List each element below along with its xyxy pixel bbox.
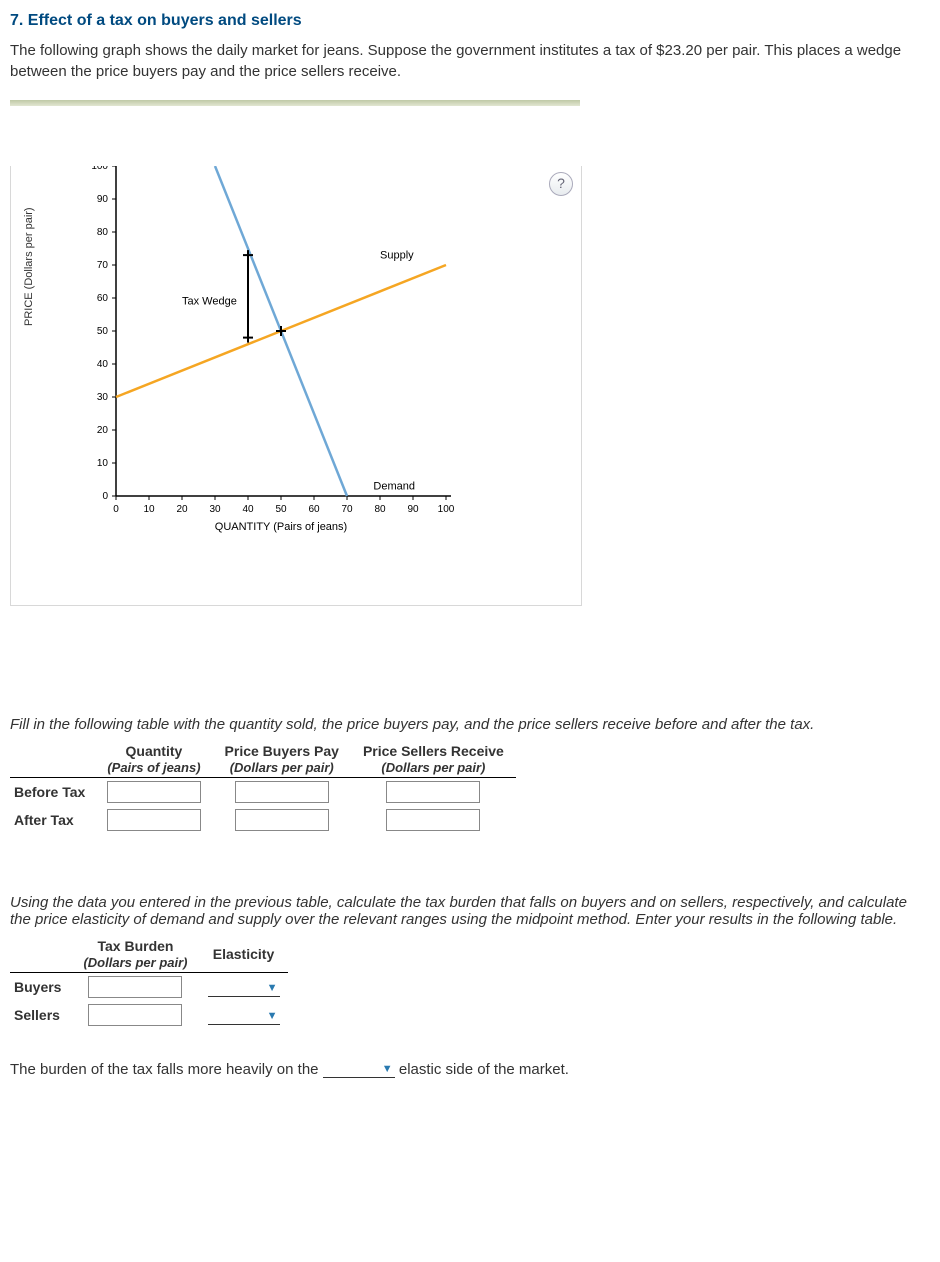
table1-instructions: Fill in the following table with the qua…: [10, 716, 930, 733]
svg-text:50: 50: [275, 504, 287, 515]
svg-text:0: 0: [113, 504, 119, 515]
svg-text:QUANTITY (Pairs of jeans): QUANTITY (Pairs of jeans): [215, 521, 347, 533]
svg-text:100: 100: [438, 504, 455, 515]
input-0-1[interactable]: [235, 781, 329, 803]
input-1-1[interactable]: [235, 809, 329, 831]
chart-area: PRICE (Dollars per pair) 010203040506070…: [61, 166, 461, 565]
chevron-down-icon: ▼: [382, 1063, 393, 1075]
final-text-b: elastic side of the market.: [399, 1061, 569, 1078]
svg-text:50: 50: [97, 326, 109, 337]
chevron-down-icon: ▼: [267, 982, 278, 994]
svg-text:40: 40: [242, 504, 254, 515]
svg-text:0: 0: [102, 491, 108, 502]
y-axis-label: PRICE (Dollars per pair): [23, 207, 35, 326]
table-before-after: Quantity(Pairs of jeans)Price Buyers Pay…: [10, 741, 516, 834]
panel-divider: [10, 100, 580, 106]
svg-text:80: 80: [374, 504, 386, 515]
intro-text: The following graph shows the daily mark…: [10, 40, 930, 82]
input-0-0[interactable]: [107, 781, 201, 803]
svg-text:Supply: Supply: [380, 249, 414, 261]
chevron-down-icon: ▼: [267, 1010, 278, 1022]
svg-text:100: 100: [91, 166, 108, 172]
chart-panel: ? PRICE (Dollars per pair) 0 10 20 30 40 50 60…: [10, 166, 582, 606]
svg-text:90: 90: [407, 504, 419, 515]
svg-text:70: 70: [97, 260, 109, 271]
svg-text:20: 20: [176, 504, 188, 515]
input-1-2[interactable]: [386, 809, 480, 831]
help-icon[interactable]: ?: [549, 172, 573, 196]
svg-text:Tax Wedge: Tax Wedge: [182, 296, 237, 308]
svg-text:30: 30: [209, 504, 221, 515]
chart-svg: 0 10 20 30 40 50 60 70 80 90 100 0 10 20 30 40 50 60 70 80 9…: [61, 166, 461, 561]
final-text-a: The burden of the tax falls more heavily…: [10, 1061, 323, 1078]
svg-text:30: 30: [97, 392, 109, 403]
svg-text:Demand: Demand: [373, 480, 415, 492]
input-1-0[interactable]: [107, 809, 201, 831]
final-sentence: The burden of the tax falls more heavily…: [10, 1059, 930, 1078]
svg-text:20: 20: [97, 425, 109, 436]
svg-text:60: 60: [308, 504, 320, 515]
burden-input-1[interactable]: [88, 1004, 182, 1026]
question-heading: 7. Effect of a tax on buyers and sellers: [10, 12, 930, 30]
input-0-2[interactable]: [386, 781, 480, 803]
row-label: Before Tax: [10, 778, 95, 807]
elasticity-side-dropdown[interactable]: ▼: [323, 1059, 395, 1078]
elasticity-dropdown-1[interactable]: ▼: [208, 1006, 280, 1025]
row-label: Sellers: [10, 1001, 71, 1029]
elasticity-dropdown-0[interactable]: ▼: [208, 978, 280, 997]
svg-text:40: 40: [97, 359, 109, 370]
svg-text:90: 90: [97, 194, 109, 205]
svg-text:70: 70: [341, 504, 353, 515]
row-label: Buyers: [10, 973, 71, 1002]
row-label: After Tax: [10, 806, 95, 834]
svg-text:10: 10: [143, 504, 155, 515]
table2-instructions: Using the data you entered in the previo…: [10, 894, 930, 928]
burden-input-0[interactable]: [88, 976, 182, 998]
table-burden-elasticity: Tax Burden(Dollars per pair)ElasticityBu…: [10, 936, 288, 1029]
svg-text:60: 60: [97, 293, 109, 304]
svg-text:10: 10: [97, 458, 109, 469]
svg-text:80: 80: [97, 227, 109, 238]
